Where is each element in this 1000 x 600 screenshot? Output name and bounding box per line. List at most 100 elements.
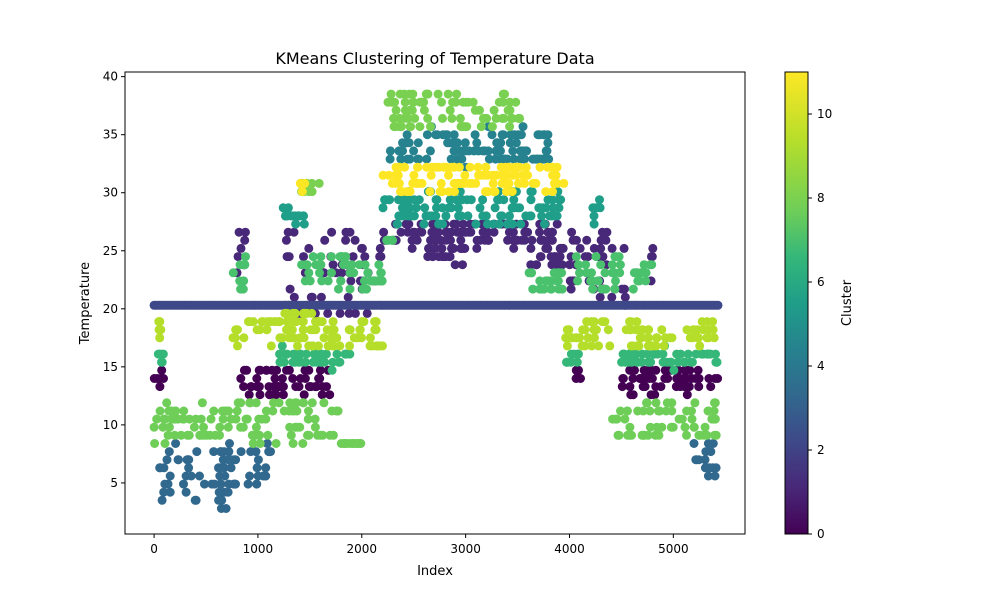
data-point: [421, 89, 431, 99]
data-point: [680, 365, 690, 375]
data-point: [241, 252, 250, 262]
data-point: [473, 162, 483, 172]
data-point: [254, 365, 264, 375]
data-point: [502, 154, 512, 164]
data-point: [284, 252, 294, 262]
data-point: [484, 235, 494, 245]
data-point: [488, 178, 498, 188]
data-point: [571, 333, 581, 343]
data-point: [335, 341, 345, 351]
data-point: [676, 349, 686, 359]
data-point: [359, 276, 369, 286]
data-point: [239, 382, 249, 392]
data-point: [639, 365, 649, 375]
data-point: [314, 374, 324, 383]
data-point: [176, 430, 186, 440]
data-point: [645, 422, 655, 432]
data-point: [157, 349, 167, 359]
colorbar: [784, 71, 809, 535]
data-point: [672, 374, 682, 383]
data-point: [181, 487, 191, 497]
data-point: [245, 317, 255, 327]
data-point: [395, 113, 405, 123]
data-point: [152, 414, 162, 424]
data-point: [312, 317, 322, 327]
data-point: [458, 122, 468, 132]
data-point: [312, 349, 322, 359]
data-point: [165, 487, 175, 497]
data-point: [327, 227, 337, 237]
points-layer: [149, 89, 723, 513]
data-point: [540, 219, 549, 229]
data-point: [195, 430, 205, 440]
data-point: [299, 398, 308, 408]
data-point: [614, 252, 624, 262]
data-point: [525, 211, 535, 221]
data-point: [641, 276, 651, 286]
data-point: [240, 235, 250, 245]
data-point: [327, 365, 337, 375]
data-point: [460, 138, 470, 148]
data-point: [489, 105, 499, 115]
data-point: [437, 97, 446, 107]
data-point: [456, 235, 466, 245]
data-point: [516, 219, 526, 229]
data-point: [236, 374, 246, 383]
data-point: [427, 227, 437, 237]
data-point: [412, 235, 422, 245]
data-point: [543, 138, 553, 148]
data-point: [552, 252, 562, 262]
data-point: [455, 113, 465, 123]
data-point: [426, 122, 435, 132]
data-point: [650, 390, 660, 400]
data-point: [336, 276, 346, 286]
data-point: [355, 325, 365, 335]
data-point: [303, 414, 313, 424]
data-point: [665, 333, 675, 343]
data-point: [610, 284, 620, 294]
data-point: [380, 195, 390, 205]
data-point: [476, 122, 486, 132]
data-point: [645, 357, 655, 367]
data-point: [242, 414, 252, 424]
data-point: [511, 138, 521, 148]
data-point: [619, 243, 629, 253]
data-point: [498, 89, 508, 99]
data-point: [304, 243, 314, 253]
data-point: [503, 235, 513, 245]
data-point: [255, 439, 265, 448]
data-point: [433, 89, 443, 99]
data-point: [628, 349, 638, 359]
data-point: [628, 284, 638, 294]
data-point: [712, 357, 722, 367]
data-point: [236, 398, 246, 408]
data-point: [411, 203, 421, 213]
data-point: [397, 195, 407, 205]
data-point: [376, 252, 386, 262]
data-point: [315, 365, 325, 375]
data-point: [156, 325, 166, 335]
data-point: [553, 276, 563, 286]
data-point: [306, 292, 316, 302]
data-point: [703, 471, 713, 481]
data-point: [291, 382, 301, 392]
data-point: [518, 122, 528, 132]
data-point: [518, 170, 528, 180]
data-point: [557, 284, 567, 294]
y-tick-label: 25: [103, 244, 118, 258]
data-point: [454, 162, 464, 172]
data-point: [415, 122, 425, 132]
data-point: [589, 317, 599, 327]
data-point: [160, 414, 170, 424]
data-point: [223, 487, 233, 497]
data-point: [475, 203, 485, 213]
data-point: [171, 439, 181, 448]
data-point: [376, 276, 386, 286]
data-point: [508, 170, 517, 180]
data-point: [402, 187, 412, 197]
data-point: [708, 317, 718, 327]
data-point: [685, 333, 695, 343]
data-point: [285, 284, 295, 294]
data-point: [371, 317, 381, 327]
x-axis: 0 1000 2000 3000 4000 5000: [150, 534, 689, 556]
